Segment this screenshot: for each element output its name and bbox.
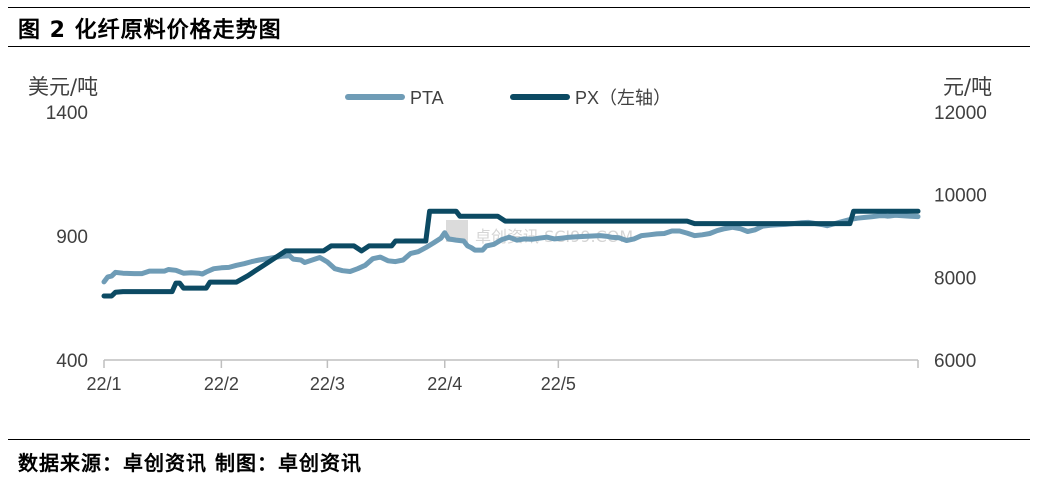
legend-pta-label: PTA xyxy=(410,88,444,108)
right-tick-label: 12000 xyxy=(934,103,987,124)
x-tick-label: 22/1 xyxy=(86,374,121,394)
left-axis-unit: 美元/吨 xyxy=(28,75,98,99)
left-tick-label: 900 xyxy=(56,227,88,248)
price-chart: 美元/吨 元/吨 PTA PX（左轴） 卓创资讯 SCI99.COM 22/1 2… xyxy=(28,75,992,394)
watermark-logo xyxy=(446,220,468,242)
title-rule xyxy=(8,46,1030,47)
right-tick-label: 8000 xyxy=(934,268,976,289)
top-rule xyxy=(8,7,1030,8)
series-line-px xyxy=(101,208,921,299)
series-group xyxy=(101,208,921,299)
x-tick-label: 22/3 xyxy=(310,374,345,394)
legend-px-label: PX（左轴） xyxy=(575,88,671,108)
legend: PTA PX（左轴） xyxy=(345,88,671,108)
chart-title: 图 2 化纤原料价格走势图 xyxy=(18,18,282,43)
left-tick-label: 400 xyxy=(56,351,88,372)
right-axis-unit: 元/吨 xyxy=(943,75,992,99)
axes: 22/1 22/2 22/3 22/4 22/5 1400 900 400 12000 10000… xyxy=(46,103,987,394)
x-tick-label: 22/5 xyxy=(541,374,576,394)
x-tick-label: 22/4 xyxy=(427,374,462,394)
source-note: 数据来源：卓创资讯 制图：卓创资讯 xyxy=(18,451,362,475)
watermark: 卓创资讯 SCI99.COM xyxy=(446,220,633,246)
footer-rule xyxy=(8,439,1030,440)
right-tick-label: 6000 xyxy=(934,351,976,372)
left-tick-label: 1400 xyxy=(46,103,88,124)
x-tick-label: 22/2 xyxy=(204,374,239,394)
right-tick-label: 10000 xyxy=(934,186,987,207)
